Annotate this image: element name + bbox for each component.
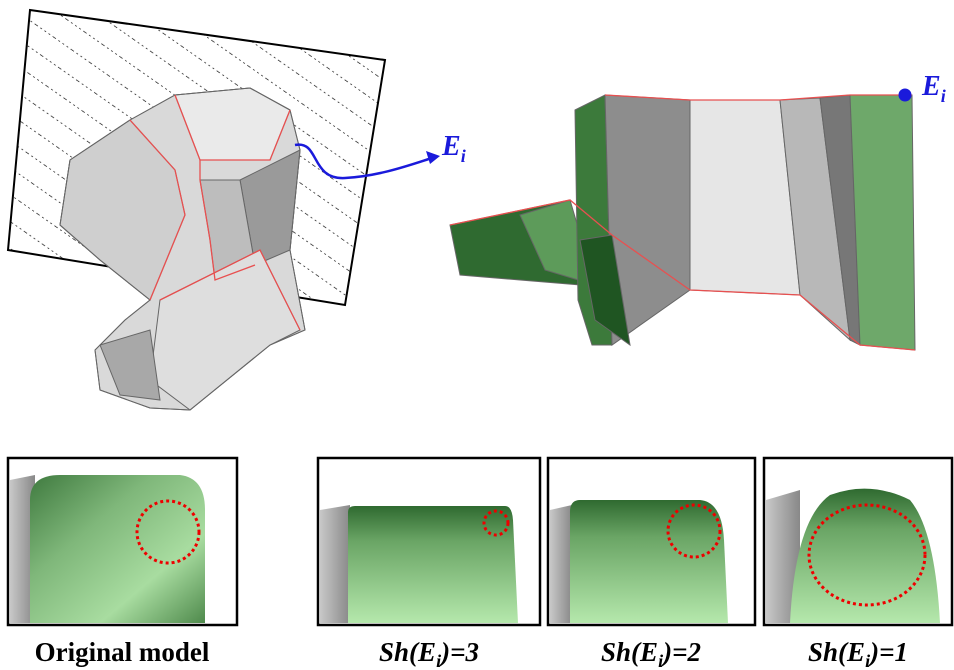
panel: [10, 475, 205, 623]
text-part: i: [658, 651, 663, 670]
panel: [550, 500, 728, 623]
caption: Sh(Ei)=1: [808, 637, 908, 670]
text-part: )=2: [660, 637, 701, 667]
text-part: Sh(E: [808, 637, 865, 667]
panel: [766, 488, 940, 623]
text-part: Sh(E: [379, 637, 436, 667]
panel-frame: [762, 456, 954, 627]
text-part: E: [441, 131, 461, 162]
text-part: E: [921, 71, 941, 102]
edge-label: Ei: [441, 131, 466, 166]
text-part: i: [941, 86, 946, 106]
text-part: Sh(E: [601, 637, 658, 667]
caption: Sh(Ei)=3: [379, 637, 479, 670]
panel: [320, 505, 518, 623]
text-part: )=3: [438, 637, 479, 667]
arrow: [294, 143, 433, 180]
segment-mesh: [449, 94, 916, 351]
text-part: )=1: [867, 637, 908, 667]
caption: Original model: [35, 637, 210, 667]
original-mesh: [59, 87, 306, 411]
text-part: i: [436, 651, 441, 670]
caption: Sh(Ei)=2: [601, 637, 701, 670]
text-part: i: [461, 146, 466, 166]
text-part: i: [865, 651, 870, 670]
arrow-head: [426, 151, 440, 164]
panel-frame: [6, 456, 239, 627]
panel-frame: [546, 456, 757, 627]
edge-point: [898, 88, 912, 102]
edge-label: Ei: [921, 71, 946, 106]
panel-frame: [316, 456, 542, 627]
